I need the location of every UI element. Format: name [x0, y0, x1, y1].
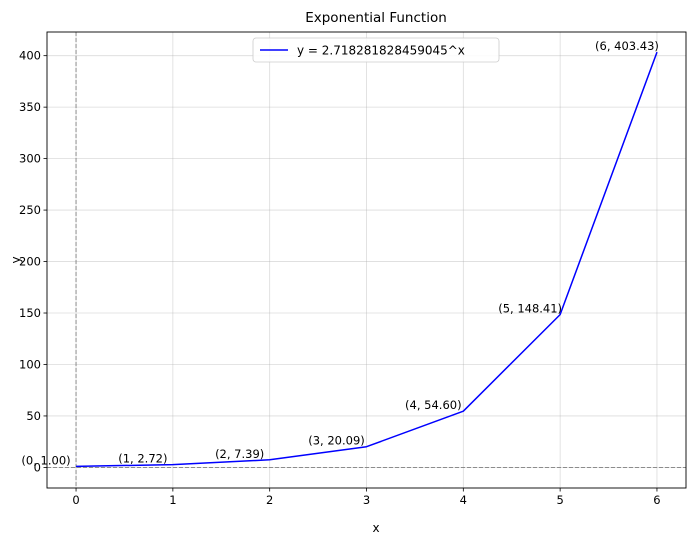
x-axis-label: x [372, 521, 379, 535]
data-label: (5, 148.41) [498, 302, 562, 316]
y-tick-label: 50 [26, 409, 41, 423]
chart-title: Exponential Function [305, 10, 447, 26]
y-tick-label: 400 [19, 49, 41, 63]
y-tick-label: 350 [19, 100, 41, 114]
x-tick-label: 2 [266, 493, 273, 507]
data-label: (6, 403.43) [595, 39, 659, 53]
data-label: (4, 54.60) [405, 398, 462, 412]
data-label: (0, 1.00) [21, 453, 70, 467]
y-tick-label: 0 [34, 460, 41, 474]
legend-box [252, 37, 500, 63]
data-label: (1, 2.72) [118, 452, 167, 466]
x-tick-label: 4 [460, 493, 467, 507]
grid [47, 32, 686, 488]
series-line [75, 51, 658, 468]
point-labels: (0, 1.00) (1, 2.72) (2, 7.39) (3, 20.09) (4,… [21, 39, 658, 467]
y-tick-label: 250 [19, 203, 41, 217]
x-tick-label: 3 [363, 493, 370, 507]
legend-entry: y = 2.718281828459045^x [297, 44, 465, 58]
y-tick-label: 300 [19, 152, 41, 166]
y-tick-label: 100 [19, 357, 41, 371]
legend: y = 2.718281828459045^x [252, 37, 500, 63]
x-tick-label: 0 [72, 493, 79, 507]
reference-lines [47, 32, 686, 488]
data-label: (2, 7.39) [215, 447, 264, 461]
y-axis-label: y [9, 256, 23, 263]
data-label: (3, 20.09) [308, 434, 365, 448]
y-tick-label: 150 [19, 306, 41, 320]
y-axis: 0 50 100 150 200 250 300 350 400 [19, 49, 47, 474]
x-axis: 0 1 2 3 4 5 6 [72, 488, 661, 507]
x-tick-label: 1 [169, 493, 176, 507]
y-tick-label: 200 [19, 255, 41, 269]
series-layer [75, 51, 658, 468]
x-tick-label: 5 [556, 493, 563, 507]
x-tick-label: 6 [653, 493, 660, 507]
